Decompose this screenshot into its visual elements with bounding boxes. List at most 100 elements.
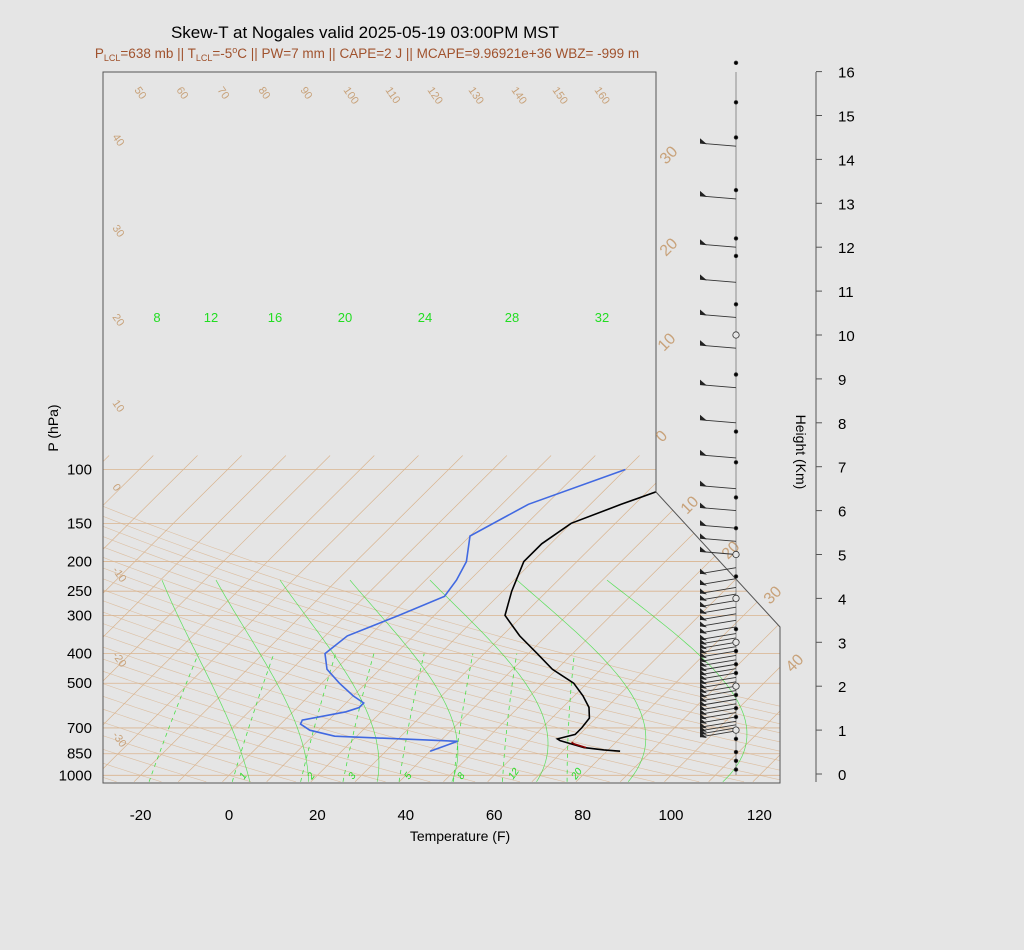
height-marker [732, 682, 740, 690]
height-marker [733, 662, 739, 667]
wind-barb [699, 712, 737, 719]
height-marker [733, 705, 739, 711]
isotherm-line [310, 455, 640, 783]
temperature-tick-label: 20 [309, 807, 326, 824]
mixing-ratio-line [453, 653, 474, 782]
isotherm-label: 110 [383, 85, 403, 106]
temperature-profile-line [504, 468, 719, 752]
isotherm-label-right: 30 [657, 143, 682, 168]
profile-series [299, 468, 719, 752]
isotherm-line [841, 456, 1024, 782]
pressure-tick-label: 200 [67, 554, 92, 571]
wind-barb-pennant [700, 502, 707, 509]
chart-subtitle: PLCL=638 mb || TLCL=-5oC || PW=7 mm || C… [95, 45, 639, 63]
height-marker [733, 372, 739, 377]
dry-adiabat [103, 455, 780, 783]
wind-barb-pennant [700, 138, 707, 145]
wind-barb-pennant [700, 309, 707, 316]
height-marker [733, 429, 739, 434]
wind-barb-pennant [700, 579, 707, 586]
isotherm-line [103, 455, 198, 783]
wind-barb-pennant [700, 682, 707, 689]
moist-adiabat-label: 32 [595, 310, 609, 325]
isotherm-line [103, 455, 331, 783]
isotherm-line [266, 455, 596, 783]
wind-barb [699, 613, 737, 621]
moist-adiabat-label: 12 [204, 310, 218, 325]
wind-barb [699, 650, 737, 658]
isotherm-line [575, 455, 780, 783]
moist-adiabat-label: 20 [338, 310, 352, 325]
height-marker [732, 594, 740, 603]
dry-adiabat [103, 455, 780, 783]
wind-barb-pennant [700, 608, 707, 615]
wind-barb-pennant [700, 601, 707, 608]
wind-barb [699, 698, 737, 706]
isotherm-label: 160 [592, 85, 612, 107]
height-marker [733, 626, 739, 632]
isotherm-label: 90 [298, 85, 315, 102]
isotherm-line [664, 455, 780, 783]
moist-adiabat [279, 579, 380, 782]
pressure-tick-label: 150 [67, 515, 92, 532]
dry-adiabat [103, 455, 520, 783]
plot-frame [102, 71, 781, 784]
dry-adiabat [103, 455, 341, 783]
height-tick-label: 2 [838, 679, 846, 696]
isotherm-label: 80 [256, 85, 273, 102]
wind-barb-pennant [700, 449, 707, 456]
wind-barb [699, 646, 737, 654]
wind-barb-pennant [700, 634, 707, 641]
wind-barb [699, 655, 737, 662]
pressure-tick-label: 300 [67, 607, 92, 624]
x-axis-label: Temperature (F) [410, 828, 510, 844]
wind-barb [699, 716, 737, 724]
wind-barb [699, 659, 737, 667]
height-tick-label: 5 [838, 548, 846, 565]
wind-barb-pennant [700, 595, 707, 602]
wind-barb [699, 668, 737, 676]
mixing-ratio-label: 1 [237, 771, 249, 782]
isotherm-label: 0 [110, 482, 123, 494]
mixing-ratio-line [231, 653, 275, 782]
dry-adiabat [103, 455, 700, 783]
dry-adiabat [103, 455, 431, 783]
wind-barb-pennant [700, 647, 707, 654]
isotherm-line [531, 455, 780, 783]
isotherm-line [974, 456, 1024, 782]
wind-barb [699, 707, 737, 715]
dry-adiabat [103, 455, 780, 783]
wind-barb-pennant [700, 340, 707, 347]
mixing-ratio-label: 5 [402, 770, 414, 781]
height-marker [732, 550, 740, 559]
isotherm-label: -30 [110, 730, 129, 750]
height-tick-label: 4 [838, 591, 846, 608]
wind-barb [699, 600, 737, 608]
isotherm-line [620, 455, 780, 783]
isotherm-line [708, 455, 780, 783]
dry-adiabat [103, 455, 207, 783]
mixing-ratio-line [566, 653, 575, 782]
isotherm-label: 70 [215, 85, 232, 102]
isotherm-line [133, 455, 463, 783]
temperature-tick-label: 40 [397, 807, 414, 824]
isotherm-label-right: 30 [761, 583, 786, 608]
height-tick-label: 8 [838, 416, 846, 433]
height-tick-label: 15 [838, 109, 855, 126]
wind-barb-pennant [700, 652, 707, 659]
isotherm-label-right: 20 [657, 235, 682, 260]
dry-adiabat [103, 455, 780, 783]
height-tick-label: 12 [838, 240, 855, 257]
wind-barb-pennant [700, 627, 707, 634]
temperature-tick-label: 120 [747, 807, 772, 824]
isotherm-line [930, 456, 1024, 782]
moist-adiabat [349, 579, 459, 782]
height-tick-label: 16 [838, 65, 855, 82]
wind-barb-pennant [700, 717, 707, 724]
dewpoint-profile-line [299, 468, 626, 752]
moist-adiabat [516, 579, 647, 783]
isotherm-label: 40 [110, 132, 127, 149]
y-axis-label: P (hPa) [45, 404, 61, 451]
isotherm-line [885, 456, 1024, 782]
